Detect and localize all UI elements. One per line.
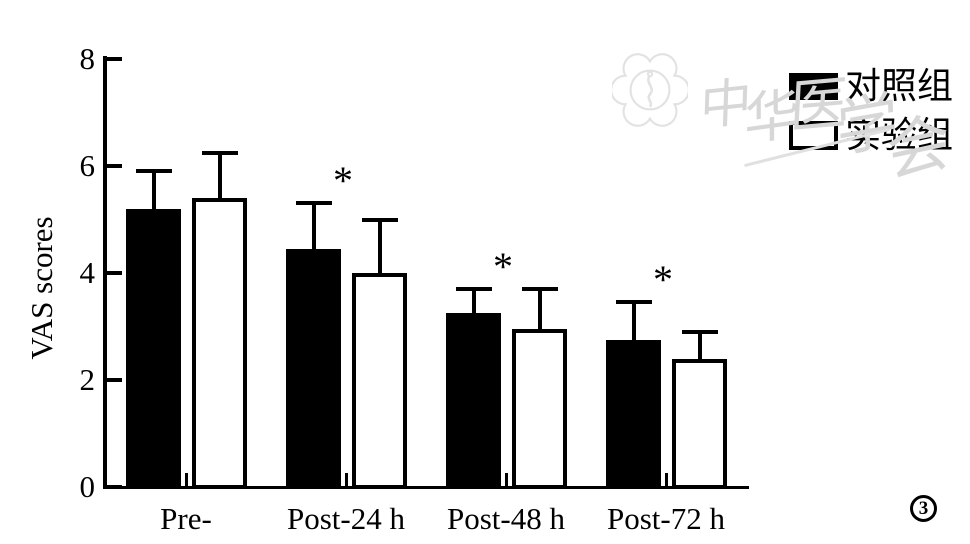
bar-experimental <box>512 329 567 489</box>
error-bar-stem <box>217 152 222 199</box>
bar-control <box>446 313 501 489</box>
bar-experimental <box>672 358 727 489</box>
y-tick-label: 2 <box>79 361 96 397</box>
y-axis-tick <box>107 378 122 382</box>
bar-control <box>606 339 661 489</box>
x-tick-label: Post-48 h <box>447 501 565 536</box>
bar-experimental <box>352 273 407 489</box>
x-tick-label: Post-24 h <box>287 501 405 536</box>
x-axis-tick <box>665 473 668 487</box>
x-axis-tick <box>345 473 348 487</box>
y-tick-label: 6 <box>79 147 96 183</box>
legend-label-control: 对照组 <box>845 66 954 106</box>
x-tick-label: Post-72 h <box>607 501 725 536</box>
significance-asterisk: * <box>653 257 673 303</box>
y-axis-tick <box>107 485 122 489</box>
significance-asterisk: * <box>493 244 513 290</box>
legend: 对照组 实验组 <box>789 68 970 163</box>
x-axis-line <box>103 486 749 489</box>
y-axis-tick <box>107 164 122 168</box>
figure-number-badge: 3 <box>910 495 937 522</box>
y-axis-line <box>103 56 107 489</box>
bar-control <box>286 248 341 489</box>
x-axis-tick <box>505 473 508 487</box>
error-bar-stem <box>537 289 542 330</box>
legend-swatch-experimental <box>789 121 838 150</box>
error-bar-stem <box>631 302 636 340</box>
error-bar-stem <box>151 171 156 209</box>
x-axis-tick <box>185 473 188 487</box>
legend-swatch-control <box>789 73 838 100</box>
figure-number: 3 <box>918 498 929 519</box>
x-tick-label: Pre- <box>160 501 212 536</box>
bar-experimental <box>192 198 247 489</box>
error-bar-stem <box>471 289 476 314</box>
significance-asterisk: * <box>333 158 353 204</box>
y-tick-label: 4 <box>79 254 96 290</box>
y-tick-label: 0 <box>79 468 96 504</box>
y-axis-tick <box>107 57 122 61</box>
y-tick-label: 8 <box>79 40 96 76</box>
bar-control <box>126 208 181 489</box>
error-bar-stem <box>377 219 382 273</box>
error-bar-stem <box>697 331 702 359</box>
y-axis-tick <box>107 271 122 275</box>
legend-label-experimental: 实验组 <box>845 115 954 155</box>
error-bar-stem <box>311 203 316 249</box>
